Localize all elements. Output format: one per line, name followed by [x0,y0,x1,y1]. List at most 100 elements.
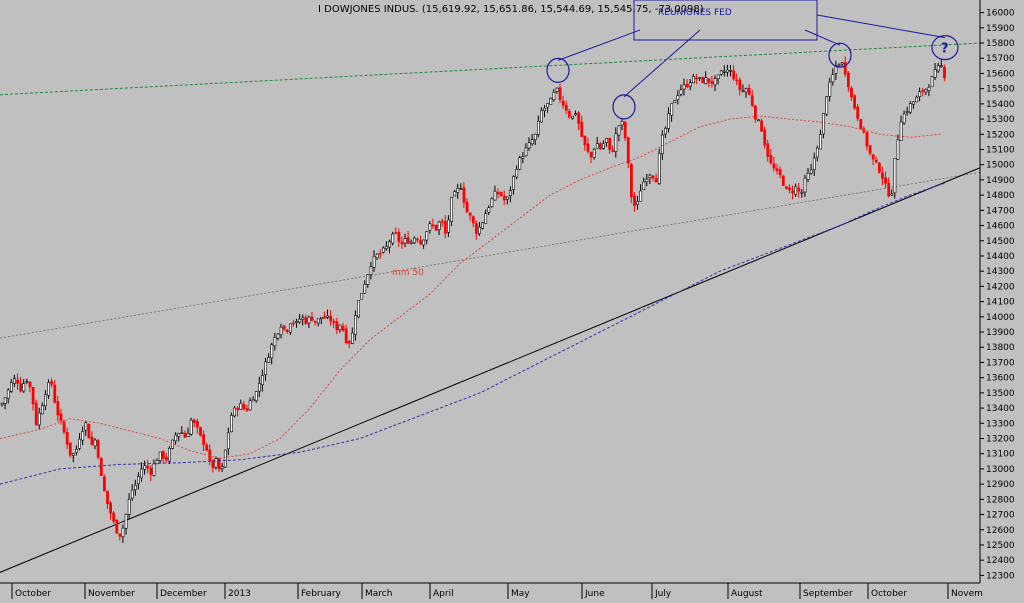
candle-body [276,333,280,339]
candle-body [99,457,103,476]
candle-body [908,103,912,113]
candle-body [341,326,345,331]
candle-body [412,237,416,244]
candle-body [611,149,615,152]
candle-body [623,121,627,139]
x-tick-label: August [731,589,763,599]
candle-body [257,382,261,392]
candle-body [462,187,466,203]
candle-body [385,246,388,249]
x-tick-label: July [654,589,672,599]
candle-body [366,274,370,285]
candle-body [884,177,888,184]
candle-body [180,432,184,434]
candle-body [788,187,791,191]
candle-body [453,191,457,197]
fed-annotation-label: REUNIONES FED [658,8,732,18]
candle-body [323,316,326,319]
x-axis: October November December 2013 February March… [0,582,983,599]
candle-body [307,316,311,324]
candle-body [282,325,286,330]
candle-body [50,381,54,385]
y-tick-label: 14700 [986,206,1015,216]
candle-body [375,253,379,259]
candle-body [738,79,742,91]
candles [0,56,946,543]
question-mark: ? [941,42,949,57]
y-tick-label: 13700 [986,358,1015,368]
candle-body [487,207,491,213]
candle-body [654,178,658,183]
candle-body [750,95,754,106]
candle-body [394,232,398,234]
candle-body [859,119,863,130]
ma50-label: mm 50 [392,268,424,278]
candle-body [716,74,720,79]
y-tick-label: 12600 [986,526,1015,536]
candle-body [28,381,32,388]
candle-body [313,320,317,323]
y-tick-label: 15300 [986,115,1015,125]
candle-body [230,415,233,433]
candle-body [363,284,367,294]
candle-body [357,300,361,318]
candle-body [189,419,193,435]
y-tick-label: 16000 [986,9,1015,19]
candle-body [586,143,590,152]
candle-body [561,100,565,106]
candle-body [372,255,376,268]
y-tick-label: 15100 [986,146,1015,156]
candle-body [868,145,872,154]
candle-body [933,69,937,78]
candle-body [109,502,113,514]
candle-body [239,403,243,410]
candle-body [137,476,140,485]
candle-body [236,408,240,411]
candle-body [732,70,736,80]
candle-body [735,79,739,82]
candle-body [217,458,221,470]
candle-body [62,421,66,433]
y-tick-label: 15900 [986,24,1015,34]
candle-body [304,317,308,324]
candle-body [543,108,547,111]
candle-body [319,316,323,320]
y-axis: 12300 12400 12500 12600 12700 12800 12900 13000… [979,0,1024,599]
candle-body [695,77,698,80]
candle-body [134,484,137,490]
candle-body [633,195,636,206]
candle-body [177,433,181,437]
candle-body [784,186,788,189]
candle-body [512,176,516,190]
y-tick-label: 13000 [986,465,1015,475]
y-tick-label: 13300 [986,419,1015,429]
y-tick-label: 13100 [986,450,1015,460]
candle-body [555,87,559,92]
candle-body [434,224,438,231]
candle-body [205,444,209,451]
candle-body [837,64,841,67]
candle-body [245,408,249,411]
candle-body [292,322,295,325]
y-tick-label: 15600 [986,69,1015,79]
candle-body [165,456,168,461]
candle-body [812,157,816,170]
candle-body [905,111,909,113]
candle-body [288,323,292,333]
fed-connector-line [804,29,841,46]
candle-body [360,293,364,300]
candle-body [530,139,534,145]
candle-body [533,133,537,141]
candle-body [326,315,330,318]
candle-body [902,113,906,124]
candle-body [56,401,60,416]
candle-body [766,143,770,157]
candle-body [676,95,680,101]
candle-body [794,186,798,195]
candle-body [648,174,652,179]
candle-body [657,152,661,184]
candle-body [16,379,20,384]
candle-body [540,110,543,123]
